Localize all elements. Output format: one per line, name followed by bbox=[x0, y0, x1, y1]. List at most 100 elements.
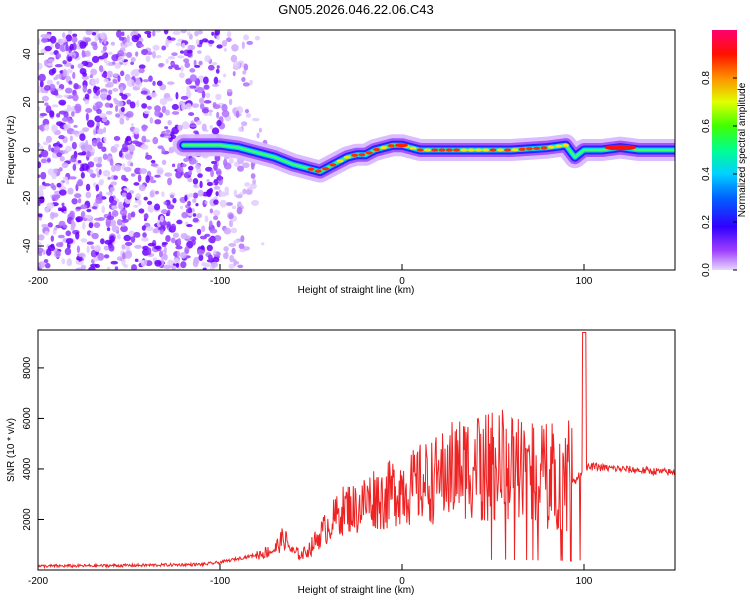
spectrogram-noise-blob bbox=[179, 251, 187, 259]
spectrogram-noise-blob bbox=[181, 40, 188, 44]
spectrogram-noise-blob bbox=[46, 79, 53, 86]
spectrogram-noise-blob bbox=[93, 86, 101, 91]
spectrogram-noise-blob bbox=[88, 222, 94, 229]
spectrogram-noise-blob bbox=[226, 88, 233, 93]
spectrogram-noise-blob bbox=[138, 64, 146, 70]
spectrogram-noise-blob bbox=[95, 196, 103, 204]
spectrogram-noise-blob bbox=[45, 33, 52, 39]
spectrogram-noise-blob bbox=[238, 126, 243, 132]
spectrogram-noise-blob bbox=[163, 201, 167, 205]
spectrogram-noise-blob bbox=[86, 241, 94, 245]
spectrogram-noise-blob bbox=[150, 159, 156, 164]
spectrogram-noise-blob bbox=[180, 50, 184, 54]
spectrogram-noise-blob bbox=[155, 55, 162, 59]
spectrogram-noise-blob bbox=[95, 167, 99, 173]
spectrogram-noise-blob bbox=[181, 102, 186, 111]
spectrogram-noise-blob bbox=[106, 266, 111, 270]
spectrogram-noise-blob bbox=[232, 70, 236, 77]
spectrogram-ridge-peak bbox=[518, 147, 526, 151]
spectrogram-noise-blob bbox=[180, 30, 187, 34]
spectrogram-x-label: Height of straight line (km) bbox=[298, 285, 415, 296]
spectrogram-noise-blob bbox=[250, 173, 256, 179]
spectrogram-noise-blob bbox=[50, 147, 55, 152]
spectrogram-noise-blob bbox=[115, 105, 119, 113]
spectrogram-noise-blob bbox=[175, 262, 180, 268]
spectrogram-noise-blob bbox=[71, 111, 75, 117]
spectrogram-noise-blob bbox=[223, 47, 227, 52]
spectrogram-noise-blob bbox=[62, 68, 68, 77]
spectrogram-noise-blob bbox=[193, 184, 198, 188]
spectrogram-noise-blob bbox=[223, 246, 229, 252]
spectrogram-noise-blob bbox=[38, 201, 41, 207]
spectrogram-noise-blob bbox=[149, 92, 158, 98]
spectrogram-noise-blob bbox=[61, 202, 65, 207]
spectrogram-noise-blob bbox=[187, 44, 194, 52]
spectrogram-noise-blob bbox=[92, 95, 100, 100]
spectrogram-noise-blob bbox=[149, 117, 154, 124]
spectrogram-noise-blob bbox=[53, 92, 59, 96]
spectrogram-noise-blob bbox=[217, 174, 222, 181]
spectrogram-noise-blob bbox=[176, 219, 183, 225]
spectrogram-noise-blob bbox=[175, 245, 183, 250]
spectrogram-noise-blob bbox=[64, 247, 72, 256]
spectrogram-noise-blob bbox=[143, 110, 151, 115]
spectrogram-noise-blob bbox=[161, 159, 167, 166]
spectrogram-noise-blob bbox=[175, 170, 183, 179]
spectrogram-noise-blob bbox=[161, 241, 168, 245]
spectrogram-noise-blob bbox=[180, 65, 184, 72]
spectrogram-ridge-peak bbox=[540, 146, 548, 150]
spectrogram-noise-blob bbox=[212, 104, 221, 110]
spectrogram-noise-blob bbox=[101, 117, 108, 123]
spectrogram-ridge-peak bbox=[336, 159, 344, 163]
spectrogram-noise-blob bbox=[91, 139, 98, 147]
spectrogram-noise-blob bbox=[229, 254, 235, 263]
spectrogram-noise-blob bbox=[153, 245, 161, 250]
spectrogram-noise-blob bbox=[170, 223, 177, 232]
spectrogram-noise-blob bbox=[38, 125, 43, 130]
spectrogram-noise-blob bbox=[191, 103, 200, 108]
spectrogram-noise-blob bbox=[133, 231, 141, 238]
spectrogram-noise-blob bbox=[106, 94, 112, 101]
spectrogram-noise-blob bbox=[130, 235, 136, 243]
spectrogram-noise-blob bbox=[133, 127, 140, 135]
snr-x-label: Height of straight line (km) bbox=[298, 585, 415, 596]
spectrogram-noise-blob bbox=[42, 249, 46, 256]
spectrogram-noise-blob bbox=[230, 227, 238, 234]
spectrogram-noise-blob bbox=[58, 167, 63, 172]
spectrogram-noise-blob bbox=[104, 102, 111, 108]
spectrogram-noise-blob bbox=[226, 37, 232, 43]
spectrogram-noise-blob bbox=[77, 198, 82, 204]
spectrogram-noise-blob bbox=[121, 31, 125, 37]
spectrogram-noise-blob bbox=[96, 108, 102, 115]
spectrogram-noise-blob bbox=[41, 95, 50, 102]
spectrogram-noise-blob bbox=[155, 190, 159, 195]
spectrogram-noise-blob bbox=[130, 56, 136, 63]
spectrogram-noise-blob bbox=[54, 42, 61, 50]
spectrogram-noise-blob bbox=[187, 165, 194, 171]
spectrogram-noise-blob bbox=[154, 30, 161, 33]
spectrogram-noise-blob bbox=[196, 213, 203, 219]
spectrogram-noise-blob bbox=[105, 110, 113, 115]
spectrogram-noise-blob bbox=[164, 126, 169, 130]
spectrogram-noise-blob bbox=[66, 107, 72, 112]
spectrogram-noise-blob bbox=[152, 30, 156, 37]
spectrogram-noise-blob bbox=[167, 119, 172, 126]
spectrogram-noise-blob bbox=[116, 256, 124, 261]
spectrogram-noise-blob bbox=[141, 225, 147, 231]
spectrogram-noise-blob bbox=[76, 217, 81, 223]
spectrogram-noise-blob bbox=[135, 193, 141, 200]
spectrogram-noise-blob bbox=[85, 183, 91, 192]
spectrogram-noise-blob bbox=[44, 124, 50, 131]
spectrogram-noise-blob bbox=[196, 228, 202, 236]
spectrogram-noise-blob bbox=[211, 31, 215, 36]
spectrogram-noise-blob bbox=[85, 108, 93, 113]
spectrogram-noise-blob bbox=[203, 84, 210, 90]
snr-series-line bbox=[38, 332, 675, 570]
spectrogram-noise-blob bbox=[85, 30, 92, 36]
spectrogram-noise-blob bbox=[73, 124, 78, 128]
spectrogram-noise-blob bbox=[95, 101, 103, 109]
spectrogram-noise-blob bbox=[80, 204, 88, 210]
spectrogram-noise-blob bbox=[112, 78, 118, 84]
spectrogram-noise-blob bbox=[161, 45, 167, 51]
